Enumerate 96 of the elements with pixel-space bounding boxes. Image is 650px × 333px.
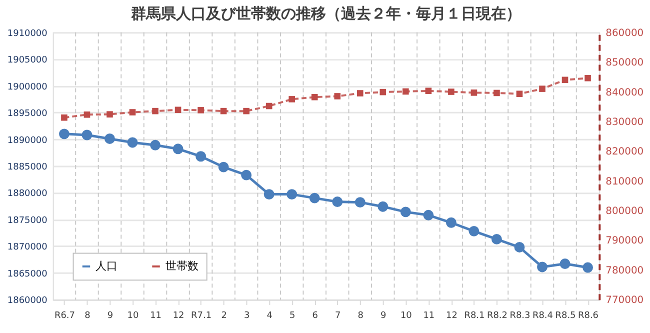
point	[58, 128, 70, 140]
point	[354, 197, 366, 208]
x-tick-label: 11	[150, 311, 162, 322]
x-tick-label: R6.7	[54, 311, 75, 322]
x-tick-label: R8.5	[555, 311, 576, 322]
x-tick-label: R8.3	[510, 311, 530, 322]
x-tick-label: 11	[423, 311, 435, 322]
x-tick-label: 12	[446, 311, 458, 322]
x-tick-label: R7.1	[191, 311, 212, 322]
point	[446, 217, 456, 228]
point	[286, 189, 298, 200]
point	[198, 107, 204, 114]
point	[218, 162, 229, 172]
x-tick-label: 8	[84, 311, 91, 322]
y-tick-label: 1880000	[7, 189, 48, 200]
point	[380, 88, 386, 96]
legend-label: 世帯数	[165, 259, 198, 272]
point	[243, 108, 250, 114]
x-tick-label: 9	[107, 311, 114, 322]
x-tick-label: 6	[312, 311, 318, 322]
point	[584, 74, 591, 82]
legend-label: 人口	[96, 259, 118, 272]
point	[470, 90, 478, 96]
x-tick-label: R8.4	[532, 311, 554, 322]
y2-tick-label: 780000	[606, 265, 644, 276]
point	[172, 144, 184, 154]
chart-title: 群馬県人口及び世帯数の推移（過去２年・毎月１日現在）	[130, 4, 521, 22]
y2-tick-label: 820000	[606, 146, 644, 158]
point	[106, 111, 113, 118]
point	[400, 206, 411, 218]
x-tick-label: R8.2	[486, 311, 508, 322]
point	[152, 108, 158, 114]
point	[288, 96, 296, 102]
y-tick-label: 1900000	[7, 82, 48, 92]
point	[196, 151, 206, 162]
x-tick-label: 9	[380, 311, 387, 322]
y2-tick-label: 800000	[606, 206, 644, 218]
y2-tick-label: 850000	[606, 58, 644, 69]
point	[516, 90, 523, 98]
x-tick-label: 10	[127, 311, 140, 322]
point	[174, 106, 182, 114]
point	[562, 76, 568, 84]
point	[425, 88, 432, 94]
point	[84, 111, 90, 118]
point	[560, 258, 570, 269]
point	[378, 201, 388, 212]
point	[220, 108, 227, 114]
point	[514, 242, 525, 252]
point	[332, 196, 343, 208]
point	[264, 189, 274, 200]
y-tick-label: 1890000	[7, 136, 48, 146]
y2-tick-label: 860000	[606, 28, 644, 39]
x-tick-label: 4	[266, 311, 273, 322]
point	[311, 94, 318, 100]
y2-tick-label: 790000	[606, 236, 644, 247]
y-tick-label: 1910000	[7, 28, 48, 39]
x-tick-label: 2	[221, 311, 227, 322]
x-tick-label: 12	[172, 311, 184, 322]
point	[423, 210, 434, 220]
x-tick-label: 7	[335, 311, 341, 322]
point	[356, 90, 364, 96]
point	[491, 234, 502, 244]
point	[241, 170, 252, 180]
point	[82, 130, 92, 140]
point	[266, 102, 272, 110]
point	[582, 262, 594, 273]
point	[494, 90, 500, 96]
point	[104, 134, 115, 144]
y-tick-label: 1895000	[7, 109, 48, 120]
x-tick-label: 8	[358, 311, 364, 322]
point	[539, 86, 546, 92]
y-tick-label: 1875000	[7, 216, 48, 226]
point	[129, 109, 136, 116]
y2-tick-label: 830000	[606, 116, 644, 128]
x-tick-label: 10	[400, 311, 412, 322]
y-tick-label: 1905000	[7, 56, 48, 66]
x-tick-label: 3	[244, 311, 250, 322]
x-tick-label: R8.6	[578, 311, 599, 322]
point	[150, 140, 160, 150]
y-tick-label: 1870000	[7, 242, 48, 253]
point	[448, 88, 454, 95]
point	[127, 137, 138, 148]
y2-tick-label: 840000	[606, 87, 644, 98]
y-tick-label: 1865000	[7, 269, 48, 280]
y-tick-label: 1885000	[7, 162, 48, 172]
y-tick-label: 1860000	[7, 296, 48, 306]
y2-tick-label: 810000	[606, 176, 644, 188]
point	[61, 114, 68, 121]
point	[309, 192, 320, 204]
point	[334, 93, 341, 100]
point	[402, 88, 409, 95]
x-tick-label: R8.1	[464, 311, 485, 322]
point	[468, 226, 480, 236]
x-tick-label: 5	[289, 311, 296, 322]
y2-tick-label: 770000	[606, 295, 644, 306]
point	[537, 262, 548, 272]
